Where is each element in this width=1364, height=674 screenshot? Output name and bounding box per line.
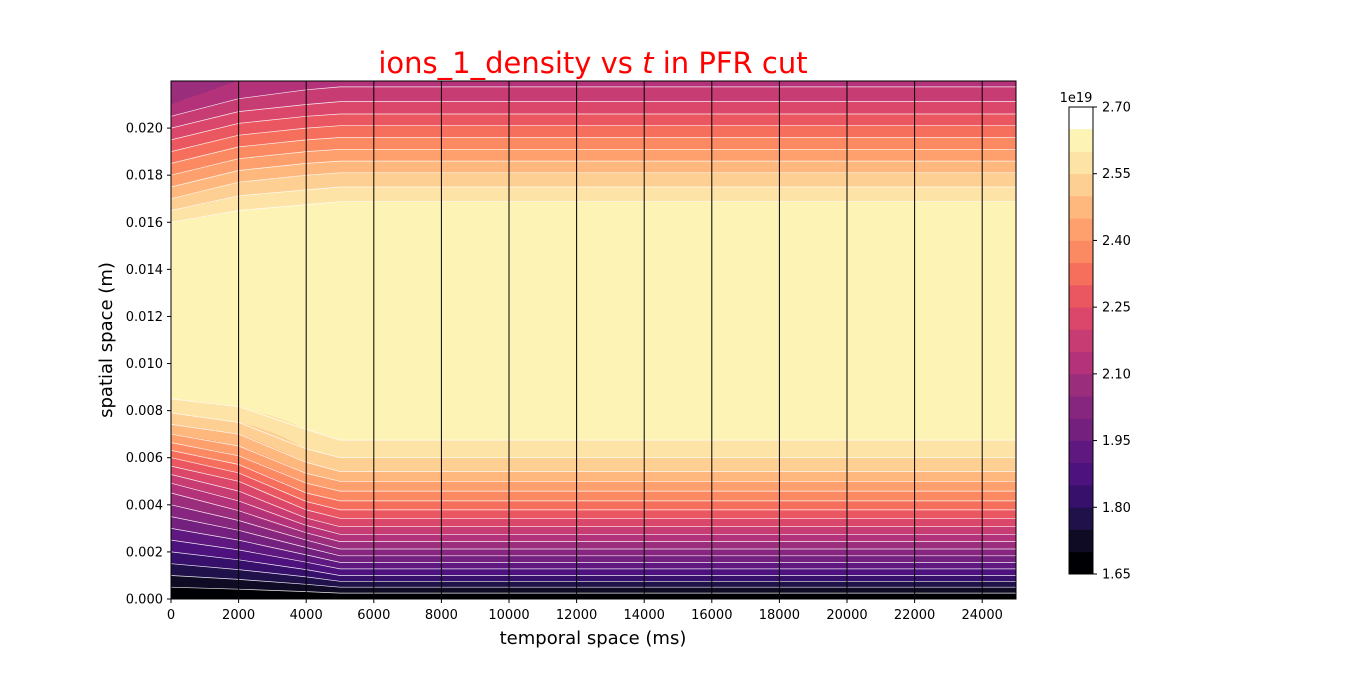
- chart-title: ions_1_density vs t in PFR cut: [378, 46, 807, 80]
- chart-title-suffix: in PFR cut: [654, 46, 808, 80]
- plot-area: [171, 81, 1016, 599]
- chart-title-prefix: ions_1_density vs: [378, 46, 642, 80]
